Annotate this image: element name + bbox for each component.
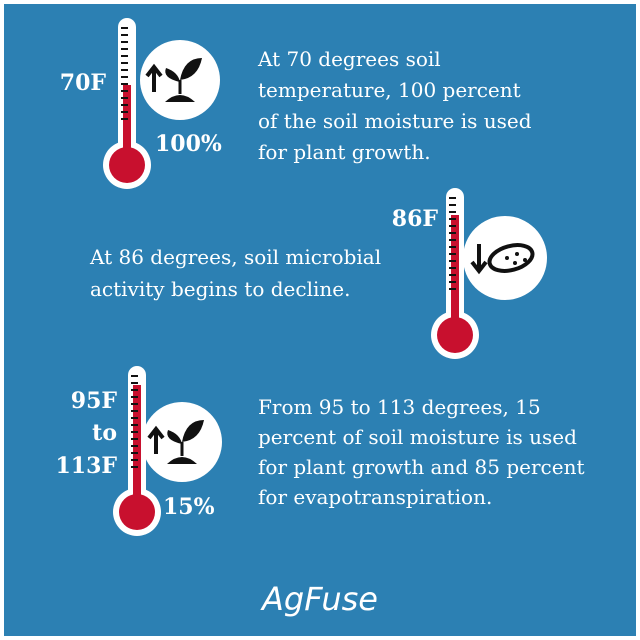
thermometer-bulb [119, 494, 155, 530]
icon-microbe [487, 243, 535, 273]
thermometer-bulb [437, 317, 473, 353]
icon-leaf [167, 430, 182, 444]
icon-dot [515, 252, 519, 256]
icon-leaf [165, 68, 180, 82]
icon-leaf [182, 420, 204, 442]
text-line: activity begins to decline. [90, 277, 350, 301]
text-line: of the soil moisture is used [258, 109, 532, 133]
temp-label: 113F [55, 453, 117, 479]
temp-label: to [92, 420, 117, 446]
text-line: for plant growth. [258, 140, 431, 164]
text-line: At 70 degrees soil [257, 47, 441, 71]
icon-soil [167, 457, 197, 464]
mercury [133, 385, 141, 512]
artwork [103, 18, 547, 536]
temp-label: 95F [71, 388, 118, 414]
logo: AgFuse [260, 580, 378, 618]
percent-label: 15% [163, 494, 215, 520]
text-line: temperature, 100 percent [258, 78, 521, 102]
thermometer-bulb [109, 147, 145, 183]
percent-label: 100% [155, 131, 222, 157]
icon-leaf [180, 58, 202, 80]
text-line: At 86 degrees, soil microbial [89, 245, 381, 269]
icon-arrow [145, 63, 163, 92]
icon-dot [523, 258, 527, 262]
temp-label: 86F [392, 206, 439, 232]
text-line: for evapotranspiration. [258, 485, 492, 509]
icon-soil [165, 95, 195, 102]
mercury [123, 85, 131, 165]
text-line: From 95 to 113 degrees, 15 [258, 395, 541, 419]
icon-arrow [470, 244, 488, 275]
background [4, 4, 636, 636]
text-line: percent of soil moisture is used [258, 425, 577, 449]
text-line: for plant growth and 85 percent [258, 455, 584, 479]
icon-dot [505, 256, 509, 260]
icon-dot [513, 261, 517, 265]
temp-label: 70F [60, 70, 107, 96]
icon-arrow [147, 425, 165, 454]
